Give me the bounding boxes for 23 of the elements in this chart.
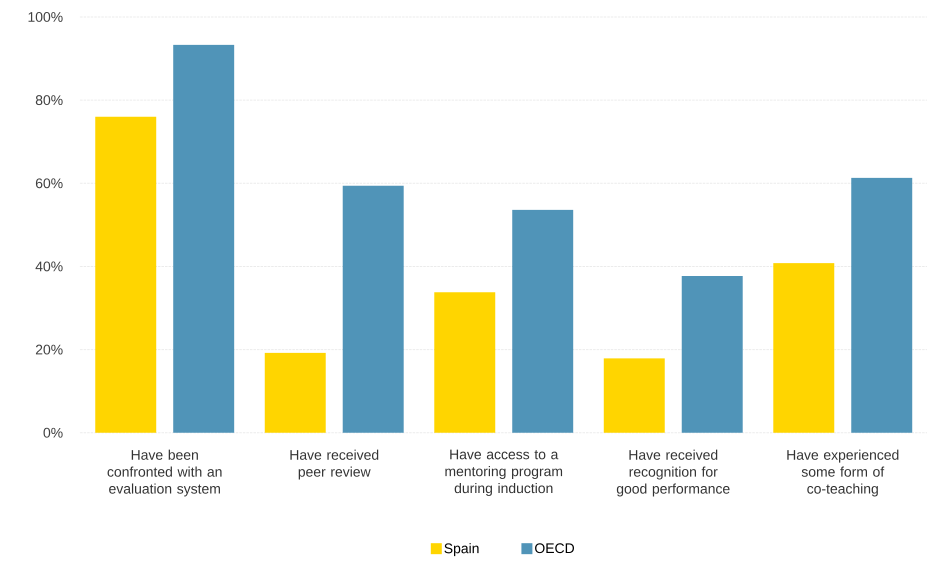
y-tick-label: 60% xyxy=(36,178,63,188)
bar xyxy=(851,178,912,433)
bar xyxy=(512,210,574,433)
legend-label: Spain xyxy=(444,543,479,556)
x-tick-label: Have experienced some form of co-teaching xyxy=(787,450,898,497)
x-tick-label: Have received recognition for good performance xyxy=(616,450,730,497)
x-tick-label: Have been confronted with an evaluation system xyxy=(108,450,222,497)
bar xyxy=(773,263,834,433)
x-tick-label: Have received peer review xyxy=(290,450,378,480)
y-tick-label: 0% xyxy=(44,428,63,438)
bar xyxy=(173,44,234,433)
x-tick-label: Have access to a mentoring program during induction xyxy=(445,450,562,496)
bar xyxy=(682,276,743,433)
y-tick-label: 40% xyxy=(36,262,63,272)
y-tick-label: 20% xyxy=(36,344,63,355)
bar xyxy=(95,116,156,433)
bar xyxy=(434,292,496,433)
y-tick-label: 80% xyxy=(36,95,63,106)
y-tick-label: 100% xyxy=(28,12,63,22)
bar xyxy=(342,186,404,433)
legend-label: OECD xyxy=(535,543,574,554)
bar xyxy=(604,358,665,433)
bar xyxy=(264,353,326,433)
